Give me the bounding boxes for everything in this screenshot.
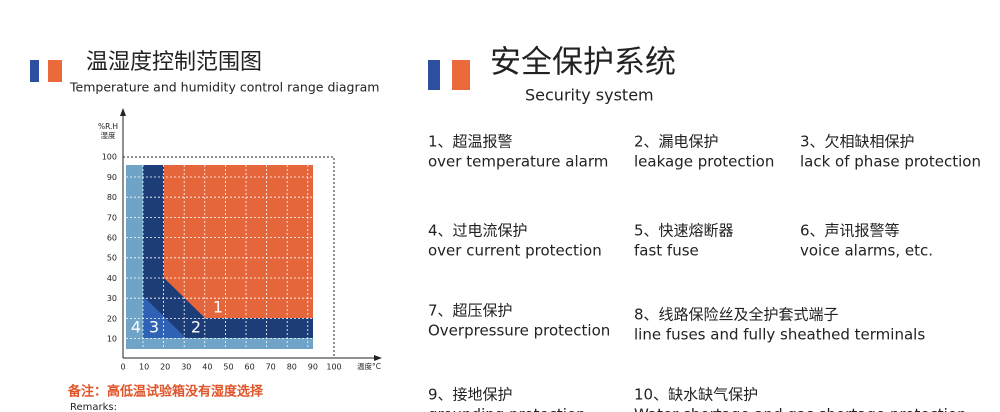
y-tick-label: 60 [107,234,117,243]
y-tick-label: 30 [107,294,117,303]
range-diagram: %R.H 湿度 温度°C 10 20 30 40 50 60 70 80 90 100 0 10 20 3… [98,108,382,372]
item-desc: fast fuse [634,242,699,260]
item-desc: Overpressure protection [428,322,610,340]
item-title: 1、超温报警 [428,133,513,151]
x-axis-label: 温度°C [357,361,381,371]
item-desc: leakage protection [634,153,774,171]
item-desc: line fuses and fully sheathed terminals [634,326,925,344]
item-desc: voice alarms, etc. [800,242,933,260]
y-tick-label: 40 [107,274,117,283]
item-desc: over temperature alarm [428,153,608,171]
right-title: 安全保护系统 [490,45,676,81]
item-desc: lack of phase protection [800,153,981,171]
y-tick-label: 100 [102,153,117,162]
item-title: 5、快速熔断器 [634,222,734,240]
zone-label: 4 [131,318,141,337]
x-tick-label: 90 [308,363,318,372]
item-title: 10、缺水缺气保护 [634,386,758,404]
protection-list: 1、超温报警 over temperature alarm 2、漏电保护 leakag… [428,133,981,412]
zone-label: 2 [191,318,201,337]
x-tick-label: 100 [326,363,341,372]
x-tick-label: 10 [139,363,149,372]
y-tick-label: 10 [107,335,117,344]
item-title: 7、超压保护 [428,302,513,320]
right-subtitle: Security system [525,86,654,105]
y-tick-label: 90 [107,173,117,182]
left-title: 温湿度控制范围图 [86,50,262,75]
remarks: Remarks: [70,402,117,412]
x-tick-label: 70 [266,363,276,372]
item-title: 9、接地保护 [428,386,513,404]
item-desc: over current protection [428,242,602,260]
x-tick-label: 60 [245,363,255,372]
item-title: 4、过电流保护 [428,222,528,240]
left-flag [30,60,62,82]
y-tick-label: 20 [107,314,117,323]
zone-label: 3 [149,318,159,337]
y-tick-label: 80 [107,193,117,202]
x-tick-label: 50 [223,363,233,372]
x-tick-label: 40 [202,363,212,372]
y-tick-label: 70 [107,213,117,222]
right-flag [428,60,470,90]
y-tick-label: 50 [107,254,117,263]
item-desc: grounding protection [428,406,586,412]
x-tick-label: 20 [160,363,170,372]
item-title: 6、声讯报警等 [800,222,900,240]
zone-label: 1 [213,298,223,317]
item-title: 8、线路保险丝及全护套式端子 [634,306,839,324]
x-tick-label: 0 [120,363,125,372]
x-tick-label: 30 [181,363,191,372]
note: 备注：高低温试验箱没有湿度选择 [67,384,264,400]
item-desc: Water shortage and gas shortage protecti… [634,406,967,412]
left-subtitle: Temperature and humidity control range d… [69,80,379,95]
x-tick-label: 80 [287,363,297,372]
item-title: 3、欠相缺相保护 [800,133,915,151]
y-axis-label: 湿度 [101,130,116,140]
item-title: 2、漏电保护 [634,133,719,151]
y-axis-label: %R.H [98,122,118,131]
